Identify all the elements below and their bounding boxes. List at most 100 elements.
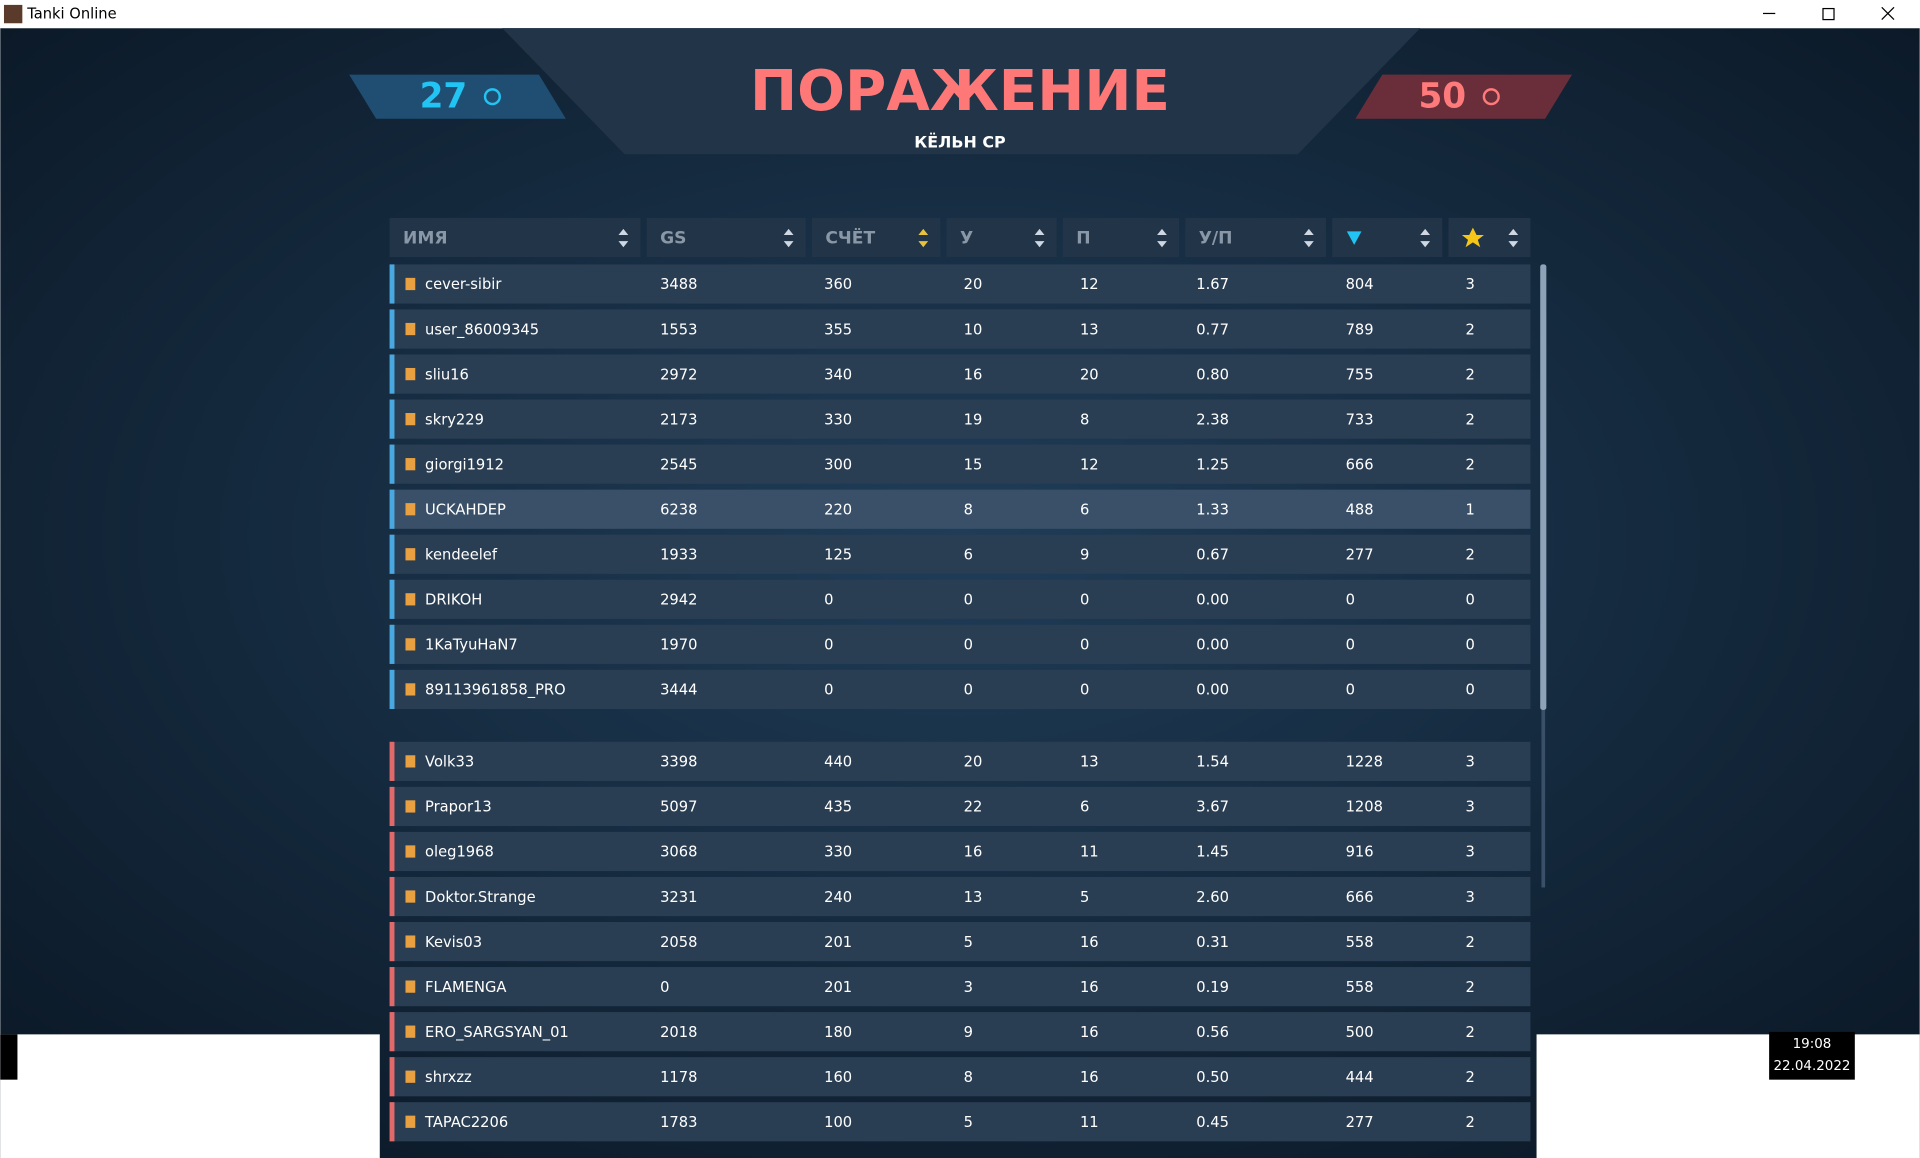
player-row[interactable]: skry229 2173 330 19 8 2.38 733 2 bbox=[389, 399, 1531, 439]
cell-kills: 15 bbox=[964, 456, 983, 473]
cell-stars: 2 bbox=[1466, 321, 1475, 338]
player-row[interactable]: 1KaTyuHaN7 1970 0 0 0 0.00 0 0 bbox=[389, 624, 1531, 664]
player-row[interactable]: Volk33 3398 440 20 13 1.54 1228 3 bbox=[389, 741, 1531, 781]
player-row[interactable]: 89113961858_PRO 3444 0 0 0 0.00 0 0 bbox=[389, 669, 1531, 709]
scrollbar-track bbox=[1541, 709, 1546, 888]
cell-score: 201 bbox=[824, 979, 852, 996]
team-stripe bbox=[389, 786, 395, 827]
cell-kd: 0.77 bbox=[1196, 321, 1229, 338]
cell-gs: 1553 bbox=[660, 321, 697, 338]
rank-icon bbox=[405, 367, 416, 381]
player-row[interactable]: TAPAC2206 1783 100 5 11 0.45 277 2 bbox=[389, 1102, 1531, 1142]
cell-name: skry229 bbox=[425, 411, 484, 428]
cell-stars: 2 bbox=[1466, 1024, 1475, 1041]
column-header-label: ИМЯ bbox=[403, 229, 448, 249]
cell-crystals: 500 bbox=[1346, 1024, 1374, 1041]
team-stripe bbox=[389, 831, 395, 872]
rank-icon bbox=[405, 755, 416, 768]
cell-score: 340 bbox=[824, 366, 852, 383]
cell-deaths: 16 bbox=[1080, 979, 1099, 996]
clock-box bbox=[1769, 1031, 1855, 1080]
cell-stars: 0 bbox=[1466, 682, 1475, 699]
rank-icon bbox=[405, 683, 416, 696]
column-header[interactable] bbox=[389, 217, 641, 258]
restore-button[interactable] bbox=[1822, 7, 1835, 21]
column-header[interactable] bbox=[1448, 217, 1531, 258]
team-stripe bbox=[389, 669, 395, 709]
player-row[interactable]: oleg1968 3068 330 16 11 1.45 916 3 bbox=[389, 831, 1531, 872]
cell-kills: 5 bbox=[964, 1114, 973, 1131]
scrollbar-thumb[interactable] bbox=[1540, 264, 1547, 710]
team-stripe bbox=[389, 876, 395, 917]
cell-kd: 0.31 bbox=[1196, 934, 1229, 951]
cell-kd: 2.60 bbox=[1196, 889, 1229, 906]
player-row[interactable]: UCKAHDEP 6238 220 8 6 1.33 488 1 bbox=[389, 489, 1531, 529]
cell-kd: 1.45 bbox=[1196, 844, 1229, 861]
player-row[interactable]: kendeelef 1933 125 6 9 0.67 277 2 bbox=[389, 534, 1531, 574]
cell-score: 201 bbox=[824, 934, 852, 951]
cell-gs: 2972 bbox=[660, 366, 697, 383]
cell-kills: 3 bbox=[964, 979, 973, 996]
cell-kd: 0.00 bbox=[1196, 682, 1229, 699]
cell-stars: 3 bbox=[1466, 889, 1475, 906]
cell-kd: 0.19 bbox=[1196, 979, 1229, 996]
column-header[interactable] bbox=[646, 217, 806, 258]
player-row[interactable]: shrxzz 1178 160 8 16 0.50 444 2 bbox=[389, 1057, 1531, 1097]
cell-kills: 16 bbox=[964, 844, 983, 861]
row-background bbox=[389, 309, 1531, 349]
cell-kd: 2.38 bbox=[1196, 411, 1229, 428]
cell-deaths: 0 bbox=[1080, 682, 1089, 699]
column-header[interactable] bbox=[811, 217, 941, 258]
cell-stars: 0 bbox=[1466, 592, 1475, 609]
cell-deaths: 0 bbox=[1080, 592, 1089, 609]
team-stripe bbox=[389, 354, 395, 394]
column-header-label: У/П bbox=[1199, 229, 1233, 249]
close-button[interactable] bbox=[1881, 6, 1895, 21]
clock-time: 19:08 bbox=[1793, 1037, 1832, 1052]
column-header[interactable] bbox=[946, 217, 1057, 258]
app-icon bbox=[3, 4, 23, 24]
cell-name: Kevis03 bbox=[425, 934, 482, 951]
player-row[interactable]: cever-sibir 3488 360 20 12 1.67 804 3 bbox=[389, 264, 1531, 304]
cell-score: 330 bbox=[824, 411, 852, 428]
desktop-area bbox=[1536, 1034, 1920, 1158]
cell-score: 125 bbox=[824, 546, 852, 563]
column-header-label: СЧЁТ bbox=[825, 227, 875, 249]
column-header[interactable] bbox=[1062, 217, 1180, 258]
cell-gs: 0 bbox=[660, 979, 669, 996]
team-stripe bbox=[389, 1102, 395, 1142]
column-header[interactable] bbox=[1185, 217, 1327, 258]
row-background bbox=[389, 669, 1531, 709]
player-row[interactable]: sliu16 2972 340 16 20 0.80 755 2 bbox=[389, 354, 1531, 394]
cell-kd: 0.67 bbox=[1196, 546, 1229, 563]
cell-name: UCKAHDEP bbox=[425, 501, 506, 518]
player-row[interactable]: DRIKOH 2942 0 0 0 0.00 0 0 bbox=[389, 579, 1531, 619]
player-row[interactable]: Doktor.Strange 3231 240 13 5 2.60 666 3 bbox=[389, 876, 1531, 917]
cell-name: oleg1968 bbox=[425, 844, 494, 861]
cell-stars: 2 bbox=[1466, 411, 1475, 428]
row-background bbox=[389, 624, 1531, 664]
player-row[interactable]: Prapor13 5097 435 22 6 3.67 1208 3 bbox=[389, 786, 1531, 827]
cell-gs: 1178 bbox=[660, 1069, 697, 1086]
player-row[interactable]: giorgi1912 2545 300 15 12 1.25 666 2 bbox=[389, 444, 1531, 484]
player-row[interactable]: user_86009345 1553 355 10 13 0.77 789 2 bbox=[389, 309, 1531, 349]
row-background bbox=[389, 876, 1531, 917]
column-header[interactable] bbox=[1332, 217, 1443, 258]
player-row[interactable]: FLAMENGA 0 201 3 16 0.19 558 2 bbox=[389, 967, 1531, 1007]
cell-stars: 2 bbox=[1466, 366, 1475, 383]
cell-crystals: 1228 bbox=[1346, 754, 1383, 771]
rank-icon bbox=[405, 800, 416, 813]
cell-name: cever-sibir bbox=[425, 276, 502, 293]
rank-icon bbox=[405, 322, 416, 336]
team-stripe bbox=[389, 579, 395, 619]
cell-kills: 20 bbox=[964, 276, 983, 293]
cell-crystals: 1208 bbox=[1346, 799, 1383, 816]
row-background bbox=[389, 264, 1531, 304]
cell-name: ERO_SARGSYAN_01 bbox=[425, 1024, 569, 1041]
rank-icon bbox=[405, 638, 416, 651]
player-row[interactable]: Kevis03 2058 201 5 16 0.31 558 2 bbox=[389, 921, 1531, 962]
table-body: cever-sibir 3488 360 20 12 1.67 804 3 user_86009… bbox=[389, 264, 1531, 1142]
player-row[interactable]: ERO_SARGSYAN_01 2018 180 9 16 0.56 500 2 bbox=[389, 1012, 1531, 1052]
cell-name: Doktor.Strange bbox=[425, 889, 536, 906]
